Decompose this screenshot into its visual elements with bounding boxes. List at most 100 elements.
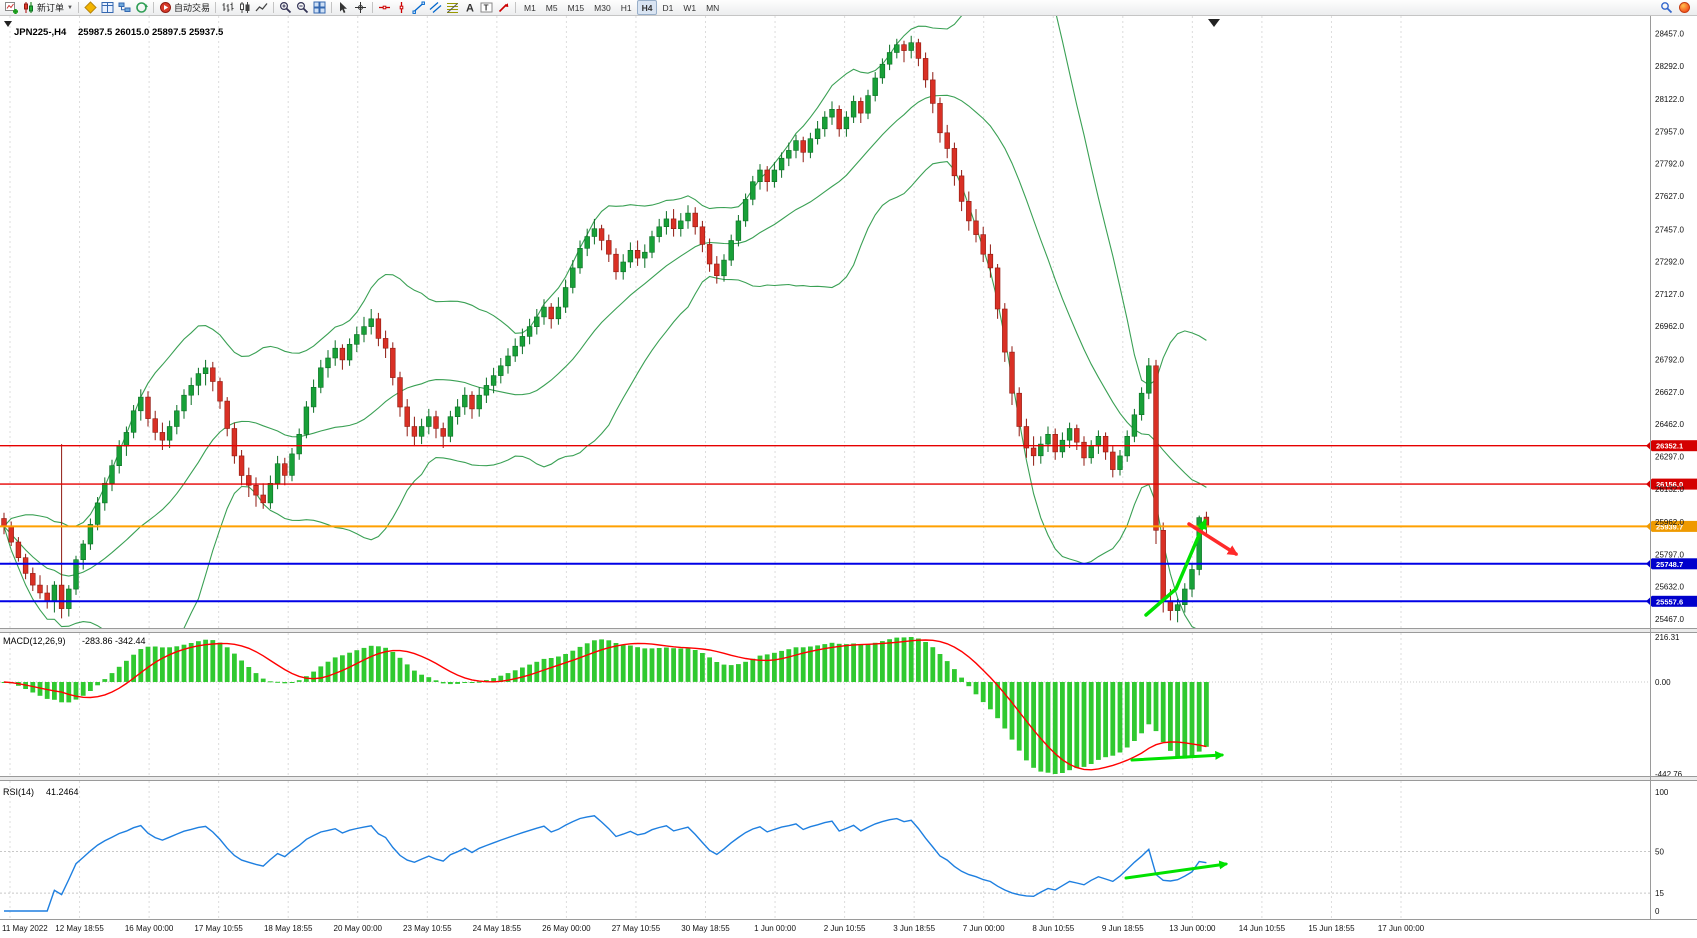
crosshair-button[interactable] bbox=[352, 0, 369, 15]
zoom-out-button[interactable] bbox=[294, 0, 311, 15]
price-level-badge: 26352.1 bbox=[1646, 440, 1697, 452]
timeframe-label: M5 bbox=[545, 2, 558, 13]
autotrading-icon bbox=[159, 2, 171, 13]
svg-text:1 Jun 00:00: 1 Jun 00:00 bbox=[754, 924, 796, 933]
svg-text:26962.0: 26962.0 bbox=[1655, 322, 1684, 331]
svg-text:15 Jun 18:55: 15 Jun 18:55 bbox=[1308, 924, 1355, 933]
svg-text:28122.0: 28122.0 bbox=[1655, 95, 1684, 104]
svg-text:25557.6: 25557.6 bbox=[1656, 597, 1683, 606]
svg-text:25797.0: 25797.0 bbox=[1655, 550, 1684, 559]
timeframe-h1[interactable]: H1 bbox=[616, 0, 637, 15]
svg-text:26297.0: 26297.0 bbox=[1655, 453, 1684, 462]
text-icon: A bbox=[466, 3, 474, 15]
chart-shift-marker[interactable] bbox=[1208, 19, 1220, 27]
svg-text:A: A bbox=[466, 3, 474, 15]
navigator-button[interactable] bbox=[116, 0, 133, 15]
text-button[interactable]: A bbox=[461, 0, 478, 15]
new-order-label: 新订单 bbox=[37, 3, 65, 13]
svg-text:T: T bbox=[484, 4, 489, 13]
notification-icon[interactable] bbox=[1679, 2, 1690, 13]
rsi-line bbox=[4, 815, 1207, 912]
timeframe-label: M30 bbox=[594, 2, 611, 13]
svg-text:216.31: 216.31 bbox=[1655, 633, 1680, 642]
macd-label: MACD(12,26,9) bbox=[3, 636, 66, 646]
chart-line-button[interactable] bbox=[253, 0, 270, 15]
price-level-badge: 25557.6 bbox=[1646, 595, 1697, 607]
svg-text:7 Jun 00:00: 7 Jun 00:00 bbox=[963, 924, 1005, 933]
grid-layer bbox=[9, 16, 1402, 919]
metaeditor-button[interactable] bbox=[82, 0, 99, 15]
trendline-button[interactable] bbox=[410, 0, 427, 15]
chart-canvas[interactable]: 26352.126156.025939.725748.725557.628457… bbox=[0, 16, 1697, 938]
arrow-objects-icon bbox=[498, 3, 509, 13]
bollinger-bands bbox=[3, 16, 1207, 628]
svg-text:26792.0: 26792.0 bbox=[1655, 356, 1684, 365]
svg-text:14 Jun 10:55: 14 Jun 10:55 bbox=[1239, 924, 1286, 933]
rsi-recovery-arrow bbox=[1124, 860, 1229, 880]
zoom-in-icon bbox=[279, 1, 292, 14]
svg-text:18 May 18:55: 18 May 18:55 bbox=[264, 924, 313, 933]
svg-text:27957.0: 27957.0 bbox=[1655, 127, 1684, 136]
tile-windows-button[interactable] bbox=[311, 0, 328, 15]
timeframe-d1[interactable]: D1 bbox=[657, 0, 678, 15]
pane-splitter[interactable] bbox=[0, 776, 1697, 781]
search-icon[interactable] bbox=[1660, 1, 1673, 14]
fibonacci-button[interactable] bbox=[444, 0, 461, 15]
timeframe-label: W1 bbox=[683, 2, 697, 13]
timeframe-h4[interactable]: H4 bbox=[636, 0, 658, 15]
svg-text:2 Jun 10:55: 2 Jun 10:55 bbox=[824, 924, 866, 933]
horizontal-line-button[interactable] bbox=[376, 0, 393, 15]
chevron-down-icon: ▼ bbox=[67, 4, 73, 11]
svg-text:15: 15 bbox=[1655, 889, 1664, 898]
timeframe-mn[interactable]: MN bbox=[701, 0, 724, 15]
text-label-button[interactable]: T bbox=[478, 0, 495, 15]
chart-overlay: JPN225-,H4 25987.5 26015.0 25897.5 25937… bbox=[3, 19, 1220, 797]
svg-text:-442.76: -442.76 bbox=[1655, 770, 1683, 779]
terminal-button[interactable] bbox=[133, 0, 150, 15]
timeframe-m1[interactable]: M1 bbox=[519, 0, 541, 15]
rsi-label: RSI(14) bbox=[3, 787, 34, 797]
zoom-in-button[interactable] bbox=[277, 0, 294, 15]
bearish-pullback-arrow bbox=[1187, 522, 1239, 556]
macd-pane bbox=[0, 637, 1650, 774]
one-click-trading-toggle[interactable] bbox=[4, 21, 12, 27]
svg-text:20 May 00:00: 20 May 00:00 bbox=[334, 924, 383, 933]
timeframe-label: M1 bbox=[523, 2, 536, 13]
svg-text:0.00: 0.00 bbox=[1655, 678, 1671, 687]
channel-button[interactable] bbox=[427, 0, 444, 15]
autotrading-button[interactable]: 自动交易 bbox=[157, 0, 212, 15]
toolbar-separator bbox=[77, 2, 79, 13]
svg-text:25962.0: 25962.0 bbox=[1655, 518, 1684, 527]
timeframe-m15[interactable]: M15 bbox=[563, 0, 590, 15]
svg-text:27457.0: 27457.0 bbox=[1655, 225, 1684, 234]
toolbar: 新订单 ▼ 自动交易 bbox=[0, 0, 1697, 16]
timeframe-label: M15 bbox=[567, 2, 585, 13]
toolbar-separator bbox=[214, 2, 216, 13]
svg-text:25748.7: 25748.7 bbox=[1656, 560, 1683, 569]
chart-bars-button[interactable] bbox=[219, 0, 236, 15]
ohlc-bars-icon bbox=[222, 2, 234, 12]
cursor-button[interactable] bbox=[335, 0, 352, 15]
fibonacci-icon bbox=[446, 3, 458, 13]
text-label-icon: T bbox=[480, 2, 493, 13]
toolbar-separator bbox=[514, 2, 516, 13]
level-lines[interactable]: 26352.1 26156.0 25939.7 25748.7 25557.6 bbox=[0, 440, 1697, 607]
new-order-button[interactable]: 新订单 ▼ bbox=[20, 0, 75, 15]
chart-candles-button[interactable] bbox=[236, 0, 253, 15]
timeframe-w1[interactable]: W1 bbox=[678, 0, 701, 15]
svg-text:13 Jun 00:00: 13 Jun 00:00 bbox=[1169, 924, 1216, 933]
pane-splitter[interactable] bbox=[0, 628, 1697, 633]
toolbar-separator bbox=[152, 2, 154, 13]
arrows-button[interactable] bbox=[495, 0, 512, 15]
timeframe-m30[interactable]: M30 bbox=[589, 0, 616, 15]
new-chart-button[interactable] bbox=[3, 0, 20, 15]
svg-text:9 Jun 18:55: 9 Jun 18:55 bbox=[1102, 924, 1144, 933]
svg-text:27 May 10:55: 27 May 10:55 bbox=[612, 924, 661, 933]
vertical-line-icon bbox=[399, 2, 404, 13]
timeframe-m5[interactable]: M5 bbox=[541, 0, 563, 15]
svg-text:26 May 00:00: 26 May 00:00 bbox=[542, 924, 591, 933]
market-watch-button[interactable] bbox=[99, 0, 116, 15]
vertical-line-button[interactable] bbox=[393, 0, 410, 15]
annotations-layer[interactable] bbox=[1124, 518, 1239, 880]
bb-upper bbox=[3, 16, 1207, 527]
